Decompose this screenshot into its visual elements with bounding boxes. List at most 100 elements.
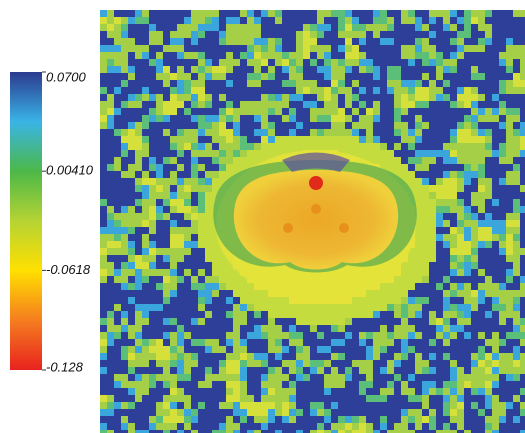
map-cell [401, 339, 408, 346]
map-cell [135, 192, 142, 199]
map-cell [107, 255, 114, 262]
map-cell [520, 241, 525, 248]
map-cell [499, 381, 506, 388]
map-cell [275, 297, 282, 304]
map-cell [114, 318, 121, 325]
map-cell [450, 150, 457, 157]
map-cell [422, 388, 429, 395]
map-cell [499, 325, 506, 332]
map-cell [240, 290, 247, 297]
map-cell [177, 87, 184, 94]
map-cell [268, 150, 275, 157]
map-cell [324, 416, 331, 423]
map-cell [338, 332, 345, 339]
map-cell [128, 248, 135, 255]
map-cell [450, 10, 457, 17]
map-cell [401, 73, 408, 80]
map-cell [464, 164, 471, 171]
map-cell [450, 353, 457, 360]
map-cell [177, 290, 184, 297]
map-cell [380, 402, 387, 409]
map-cell [142, 325, 149, 332]
map-cell [261, 297, 268, 304]
map-cell [149, 150, 156, 157]
map-cell [478, 248, 485, 255]
map-cell [394, 10, 401, 17]
map-cell [499, 423, 506, 430]
map-cell [128, 31, 135, 38]
map-cell [254, 290, 261, 297]
map-cell [380, 87, 387, 94]
map-cell [114, 332, 121, 339]
map-cell [352, 297, 359, 304]
map-cell [492, 241, 499, 248]
map-cell [345, 374, 352, 381]
map-cell [443, 283, 450, 290]
map-cell [331, 38, 338, 45]
map-cell [338, 304, 345, 311]
map-cell [387, 59, 394, 66]
map-cell [324, 122, 331, 129]
map-cell [135, 423, 142, 430]
map-cell [478, 311, 485, 318]
map-cell [471, 416, 478, 423]
map-cell [254, 318, 261, 325]
map-cell [373, 360, 380, 367]
map-cell [513, 17, 520, 24]
map-cell [415, 213, 422, 220]
map-cell [184, 346, 191, 353]
map-cell [506, 94, 513, 101]
map-cell [114, 80, 121, 87]
map-cell [212, 283, 219, 290]
map-cell [156, 430, 163, 433]
map-cell [114, 108, 121, 115]
map-cell [247, 339, 254, 346]
map-cell [219, 17, 226, 24]
map-cell [317, 31, 324, 38]
map-cell [184, 87, 191, 94]
map-cell [142, 416, 149, 423]
map-cell [184, 101, 191, 108]
map-cell [373, 416, 380, 423]
map-cell [191, 409, 198, 416]
map-cell [436, 24, 443, 31]
map-cell [310, 10, 317, 17]
map-cell [471, 388, 478, 395]
map-cell [492, 87, 499, 94]
map-cell [485, 332, 492, 339]
map-cell [156, 10, 163, 17]
map-cell [429, 262, 436, 269]
map-cell [114, 269, 121, 276]
map-cell [254, 157, 261, 164]
map-cell [114, 66, 121, 73]
map-cell [429, 213, 436, 220]
map-cell [142, 304, 149, 311]
map-cell [464, 94, 471, 101]
map-cell [380, 353, 387, 360]
map-cell [373, 87, 380, 94]
map-cell [359, 297, 366, 304]
map-cell [261, 66, 268, 73]
map-cell [492, 101, 499, 108]
map-cell [135, 409, 142, 416]
map-cell [331, 143, 338, 150]
map-cell [373, 10, 380, 17]
map-cell [345, 409, 352, 416]
map-cell [212, 325, 219, 332]
map-cell [443, 409, 450, 416]
map-cell [443, 248, 450, 255]
map-cell [415, 101, 422, 108]
map-cell [282, 108, 289, 115]
map-cell [156, 220, 163, 227]
map-cell [205, 402, 212, 409]
map-cell [135, 66, 142, 73]
map-cell [142, 192, 149, 199]
map-cell [366, 325, 373, 332]
map-cell [464, 360, 471, 367]
map-cell [191, 255, 198, 262]
map-cell [429, 220, 436, 227]
map-cell [114, 367, 121, 374]
map-cell [387, 276, 394, 283]
map-cell [415, 262, 422, 269]
map-cell [485, 318, 492, 325]
